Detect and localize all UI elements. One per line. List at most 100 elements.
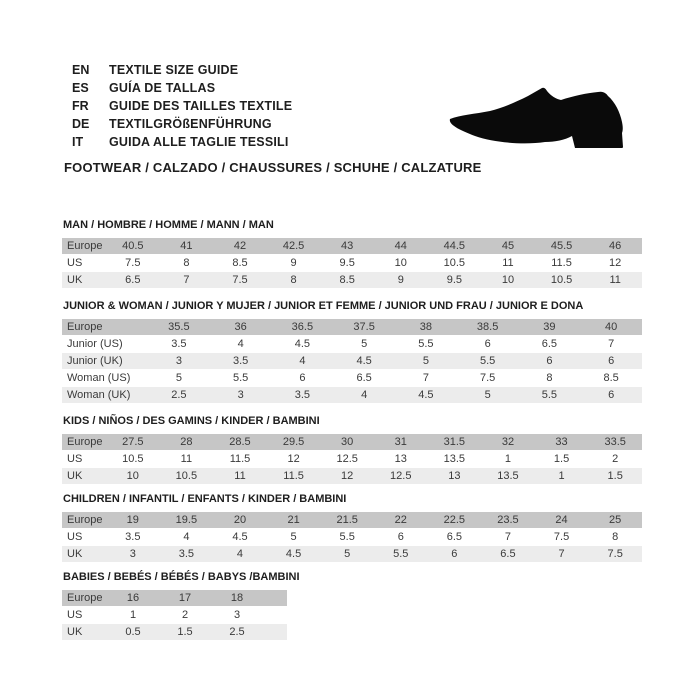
size-table-kids: Europe 27.5 28 28.5 29.5 30 31 31.5 32 33 33.5 US 10… [62, 434, 642, 485]
size-cell: 1.5 [159, 623, 211, 641]
size-cell: 6 [484, 338, 491, 350]
size-cell: 31 [373, 434, 428, 451]
size-cell: 4.5 [395, 386, 457, 404]
size-cell: 7 [504, 531, 512, 543]
size-cell: 46 [588, 238, 642, 255]
size-cell: 22.5 [427, 512, 482, 529]
size-cell: 36.5 [271, 319, 334, 336]
row-label: Junior (US) [67, 338, 123, 350]
size-cell: 11.5 [551, 257, 572, 269]
size-cell: 12 [287, 453, 300, 465]
table-row: UK 6.5 7 7.5 8 8.5 9 9.5 10 10.5 11 [62, 271, 642, 289]
size-cell: 8 [183, 257, 190, 269]
table-title: MAN / HOMBRE / HOMME / MANN / MAN [63, 219, 274, 231]
size-cell: 7 [608, 338, 615, 350]
size-table-section-man: MAN / HOMBRE / HOMME / MANN / MAN Europe… [62, 219, 642, 289]
size-cell: 29.5 [266, 434, 321, 451]
size-cell: 5 [361, 338, 368, 350]
size-cell: 1 [534, 467, 589, 485]
size-table-section-children: CHILDREN / INFANTIL / ENFANTS / KINDER /… [62, 493, 642, 563]
size-cell: 18 [211, 590, 263, 607]
table-row: Europe 19 19.5 20 21 21.5 22 22.5 23.5 24 25 [62, 512, 642, 529]
size-cell: 13 [427, 467, 482, 485]
size-cell: 7.5 [553, 531, 570, 543]
row-label: Woman (US) [67, 372, 131, 384]
row-label: US [67, 531, 83, 543]
size-cell: 6.5 [356, 372, 372, 384]
size-cell: 38 [395, 319, 457, 336]
size-cell: 12 [609, 257, 622, 269]
size-cell: 5.5 [373, 545, 428, 563]
row-label: UK [62, 467, 106, 485]
size-cell: 37.5 [333, 319, 395, 336]
size-cell: 1.5 [553, 453, 570, 465]
size-cell: 4.5 [333, 352, 395, 370]
row-label: US [67, 453, 83, 465]
size-cell: 13 [394, 453, 407, 465]
size-cell: 20 [213, 512, 267, 529]
size-cell: 11 [588, 271, 642, 289]
table-row: US 3.5 4 4.5 5 5.5 6 6.5 7 7.5 8 [62, 529, 642, 546]
size-cell: 2.5 [211, 623, 263, 641]
size-cell: 4 [333, 386, 395, 404]
size-cell: 4 [237, 338, 244, 350]
size-cell: 44.5 [427, 238, 482, 255]
size-cell: 35.5 [148, 319, 210, 336]
language-label: GUIDA ALLE TAGLIE TESSILI [109, 135, 289, 149]
filler-cell [263, 623, 287, 641]
size-cell: 10.5 [159, 467, 214, 485]
size-cell: 19 [106, 512, 160, 529]
size-cell: 3 [233, 609, 241, 621]
language-row: EN TEXTILE SIZE GUIDE [72, 61, 292, 79]
row-label: Europe [62, 319, 148, 336]
table-row: Woman (UK) 2.5 3 3.5 4 4.5 5 5.5 6 [62, 386, 642, 404]
size-cell: 6 [580, 386, 642, 404]
row-label: US [67, 257, 83, 269]
size-cell: 7.5 [479, 372, 496, 384]
size-cell: 13.5 [481, 467, 535, 485]
size-cell: 6 [518, 352, 581, 370]
size-cell: 2 [612, 453, 619, 465]
table-row: US 7.5 8 8.5 9 9.5 10 10.5 11 11.5 12 [62, 255, 642, 272]
language-row: ES GUÍA DE TALLAS [72, 79, 292, 97]
table-row: Europe 40.5 41 42 42.5 43 44 44.5 45 45.5 46 [62, 238, 642, 255]
size-cell: 31.5 [427, 434, 482, 451]
size-cell: 3 [106, 545, 160, 563]
size-cell: 39 [518, 319, 581, 336]
size-cell: 36 [209, 319, 272, 336]
table-row: Europe 27.5 28 28.5 29.5 30 31 31.5 32 33 33.5 [62, 434, 642, 451]
size-cell: 5.5 [232, 372, 249, 384]
table-row: Junior (UK) 3 3.5 4 4.5 5 5.5 6 6 [62, 352, 642, 370]
size-cell: 13.5 [443, 453, 466, 465]
size-cell: 8 [612, 531, 619, 543]
size-cell: 11 [502, 257, 514, 269]
size-cell: 5.5 [456, 352, 519, 370]
size-cell: 3.5 [171, 338, 187, 350]
size-cell: 12 [320, 467, 374, 485]
size-cell: 27.5 [106, 434, 160, 451]
size-cell: 0.5 [107, 623, 159, 641]
language-code: IT [72, 135, 84, 149]
size-cell: 4 [271, 352, 334, 370]
size-cell: 5.5 [518, 386, 581, 404]
size-cell: 3.5 [209, 352, 272, 370]
size-table-section-babies: BABIES / BEBÉS / BÉBÉS / BABYS /BAMBINI … [62, 571, 300, 641]
size-cell: 4.5 [294, 338, 311, 350]
size-cell: 28.5 [213, 434, 267, 451]
size-cell: 12.5 [336, 453, 358, 465]
size-cell: 5.5 [418, 338, 434, 350]
language-row: FR GUIDE DES TAILLES TEXTILE [72, 97, 292, 115]
size-cell: 5 [395, 352, 457, 370]
table-row: UK 3 3.5 4 4.5 5 5.5 6 6.5 7 7.5 [62, 545, 642, 563]
row-label: US [67, 609, 83, 621]
size-cell: 38.5 [456, 319, 519, 336]
size-cell: 43 [320, 238, 374, 255]
size-cell: 32 [481, 434, 535, 451]
size-cell: 6 [580, 352, 642, 370]
size-cell: 17 [159, 590, 211, 607]
size-cell: 5.5 [339, 531, 355, 543]
row-label: UK [62, 623, 107, 641]
size-cell: 22 [373, 512, 428, 529]
size-cell: 5 [320, 545, 374, 563]
